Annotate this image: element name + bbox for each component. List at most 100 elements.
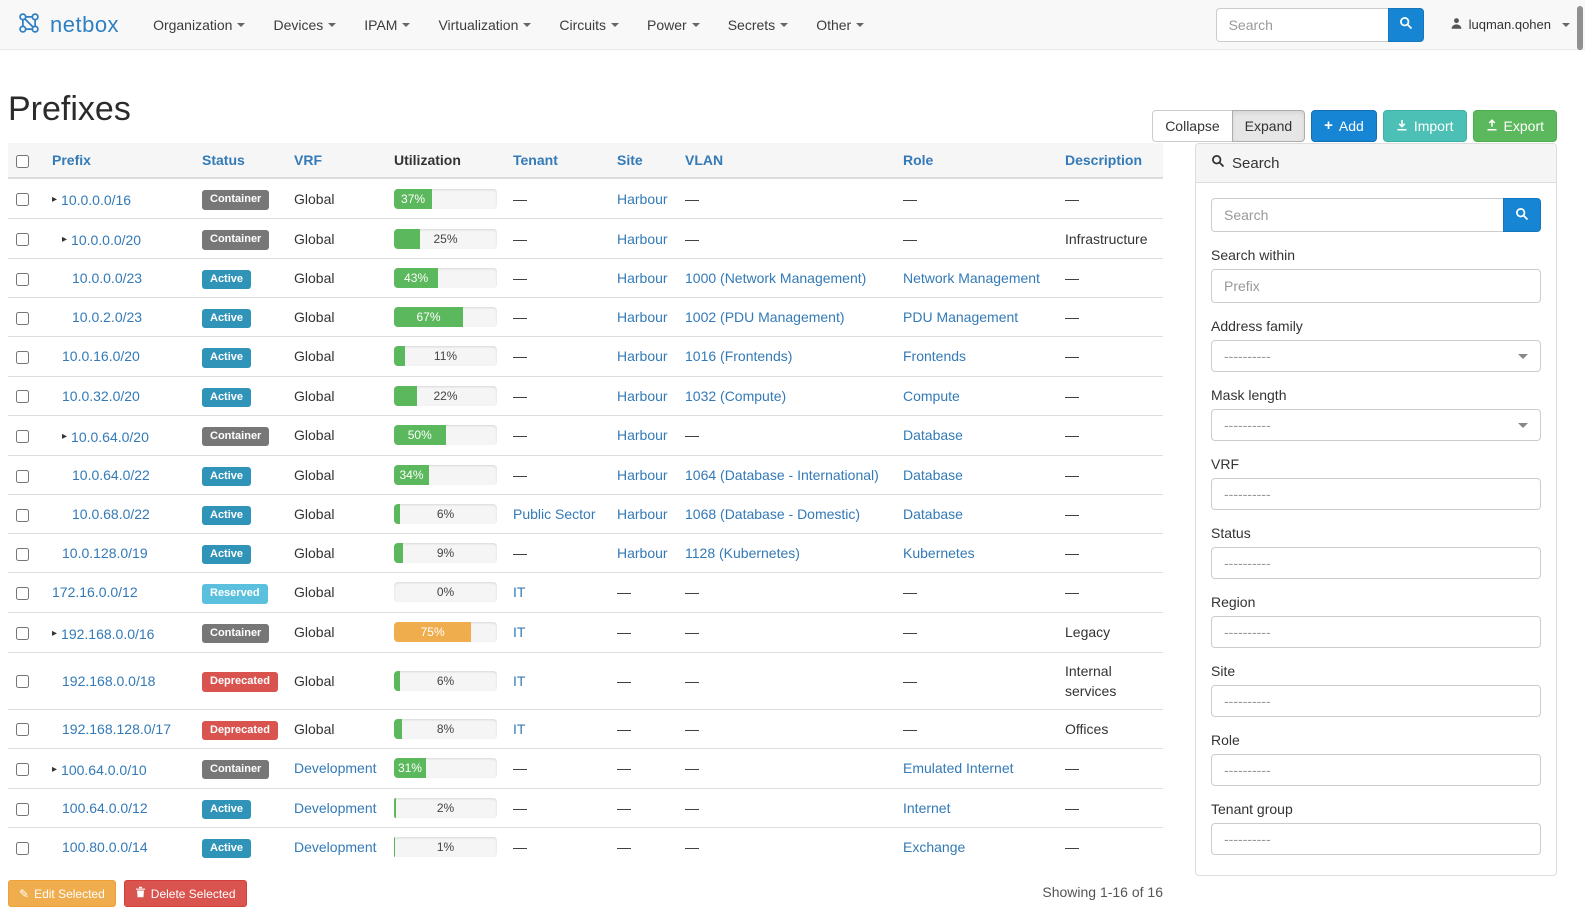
column-header-vlan[interactable]: VLAN [677, 143, 895, 179]
tenant-link[interactable]: IT [513, 584, 526, 601]
expand-button[interactable]: Expand [1231, 110, 1306, 142]
prefix-link[interactable]: 10.0.0.0/16 [61, 192, 132, 208]
row-checkbox[interactable] [16, 841, 29, 855]
site-link[interactable]: Harbour [617, 230, 668, 247]
expand-arrow-icon[interactable]: ▸ [52, 627, 58, 639]
expand-arrow-icon[interactable]: ▸ [62, 234, 68, 245]
navbar-search-button[interactable] [1387, 7, 1424, 42]
nav-item-secrets[interactable]: Secrets [714, 0, 802, 49]
column-header-vrf[interactable]: VRF [286, 143, 386, 179]
filter-select-address-family[interactable]: ---------- [1211, 340, 1541, 372]
role-link[interactable]: Internet [903, 799, 951, 816]
add-button[interactable]: + Add [1311, 110, 1377, 142]
filter-select-vrf[interactable]: ---------- [1211, 478, 1541, 510]
select-all-checkbox[interactable] [16, 154, 29, 168]
filter-select-mask-length[interactable]: ---------- [1211, 409, 1541, 441]
site-link[interactable]: Harbour [617, 506, 668, 523]
role-link[interactable]: Compute [903, 387, 960, 404]
prefix-link[interactable]: 172.16.0.0/12 [52, 584, 138, 601]
row-checkbox[interactable] [16, 390, 29, 404]
row-checkbox[interactable] [16, 469, 29, 483]
site-link[interactable]: Harbour [617, 309, 668, 326]
nav-item-circuits[interactable]: Circuits [545, 0, 633, 49]
role-link[interactable]: Exchange [903, 838, 966, 855]
row-checkbox[interactable] [16, 430, 29, 444]
prefix-link[interactable]: 100.64.0.0/12 [62, 799, 148, 816]
site-link[interactable]: Harbour [617, 545, 668, 562]
prefix-link[interactable]: 10.0.0.0/20 [71, 232, 142, 248]
role-link[interactable]: Kubernetes [903, 545, 975, 562]
row-checkbox[interactable] [16, 675, 29, 689]
nav-item-devices[interactable]: Devices [259, 0, 350, 49]
prefix-link[interactable]: 192.168.0.0/18 [62, 672, 156, 689]
sidebar-search-button[interactable] [1503, 198, 1541, 232]
site-link[interactable]: Harbour [617, 270, 668, 287]
role-link[interactable]: Database [903, 427, 963, 444]
edit-selected-button[interactable]: ✎ Edit Selected [8, 880, 116, 907]
prefix-link[interactable]: 10.0.128.0/19 [62, 545, 148, 562]
filter-select-site[interactable]: ---------- [1211, 685, 1541, 717]
row-checkbox[interactable] [16, 272, 29, 286]
column-header-status[interactable]: Status [194, 143, 286, 179]
column-header-description[interactable]: Description [1057, 143, 1163, 179]
site-link[interactable]: Harbour [617, 466, 668, 483]
role-link[interactable]: Frontends [903, 348, 967, 365]
navbar-search-input[interactable] [1215, 7, 1388, 42]
prefix-link[interactable]: 10.0.64.0/20 [71, 428, 149, 445]
prefix-link[interactable]: 192.168.128.0/17 [62, 720, 171, 737]
site-link[interactable]: Harbour [617, 427, 668, 444]
sidebar-search-input[interactable] [1211, 198, 1503, 232]
filter-input-search-within[interactable] [1211, 269, 1541, 303]
prefix-link[interactable]: 10.0.2.0/23 [72, 309, 143, 326]
prefix-link[interactable]: 10.0.32.0/20 [62, 387, 140, 404]
filter-select-region[interactable]: ---------- [1211, 616, 1541, 648]
nav-item-other[interactable]: Other [802, 0, 878, 49]
vlan-link[interactable]: 1032 (Compute) [685, 387, 787, 404]
prefix-link[interactable]: 10.0.0.0/23 [72, 270, 143, 287]
role-link[interactable]: PDU Management [903, 309, 1019, 326]
tenant-link[interactable]: Public Sector [513, 506, 596, 523]
prefix-link[interactable]: 10.0.16.0/20 [62, 348, 140, 365]
nav-item-ipam[interactable]: IPAM [350, 0, 424, 49]
role-link[interactable]: Network Management [903, 270, 1040, 287]
scrollbar-thumb[interactable] [1577, 6, 1583, 50]
vrf-link[interactable]: Development [294, 799, 377, 816]
column-header-site[interactable]: Site [609, 143, 677, 179]
filter-select-tenant-group[interactable]: ---------- [1211, 823, 1541, 855]
tenant-link[interactable]: IT [513, 672, 526, 689]
expand-arrow-icon[interactable]: ▸ [62, 430, 68, 442]
column-header-tenant[interactable]: Tenant [505, 143, 609, 179]
delete-selected-button[interactable]: Delete Selected [123, 880, 247, 907]
row-checkbox[interactable] [16, 626, 29, 640]
nav-item-power[interactable]: Power [633, 0, 714, 49]
vlan-link[interactable]: 1016 (Frontends) [685, 348, 793, 365]
tenant-link[interactable]: IT [513, 720, 526, 737]
row-checkbox[interactable] [16, 351, 29, 365]
column-header-prefix[interactable]: Prefix [44, 143, 194, 179]
site-link[interactable]: Harbour [617, 348, 668, 365]
site-link[interactable]: Harbour [617, 387, 668, 404]
role-link[interactable]: Emulated Internet [903, 760, 1014, 777]
vlan-link[interactable]: 1002 (PDU Management) [685, 309, 845, 326]
row-checkbox[interactable] [16, 233, 29, 247]
prefix-link[interactable]: 192.168.0.0/16 [61, 625, 155, 642]
row-checkbox[interactable] [16, 548, 29, 562]
vlan-link[interactable]: 1128 (Kubernetes) [685, 545, 800, 562]
netbox-brand[interactable]: netbox [15, 9, 119, 40]
column-header-role[interactable]: Role [895, 143, 1057, 179]
nav-item-organization[interactable]: Organization [139, 0, 259, 49]
role-link[interactable]: Database [903, 466, 963, 483]
vlan-link[interactable]: 1068 (Database - Domestic) [685, 506, 861, 523]
expand-arrow-icon[interactable]: ▸ [52, 194, 58, 205]
filter-select-status[interactable]: ---------- [1211, 547, 1541, 579]
row-checkbox[interactable] [16, 723, 29, 737]
role-link[interactable]: Database [903, 506, 963, 523]
row-checkbox[interactable] [16, 508, 29, 522]
row-checkbox[interactable] [16, 802, 29, 816]
filter-select-role[interactable]: ---------- [1211, 754, 1541, 786]
row-checkbox[interactable] [16, 312, 29, 326]
vlan-link[interactable]: 1064 (Database - International) [685, 466, 879, 483]
user-menu[interactable]: luqman.qohen [1450, 17, 1570, 33]
prefix-link[interactable]: 10.0.68.0/22 [72, 506, 150, 523]
import-button[interactable]: Import [1382, 110, 1467, 142]
